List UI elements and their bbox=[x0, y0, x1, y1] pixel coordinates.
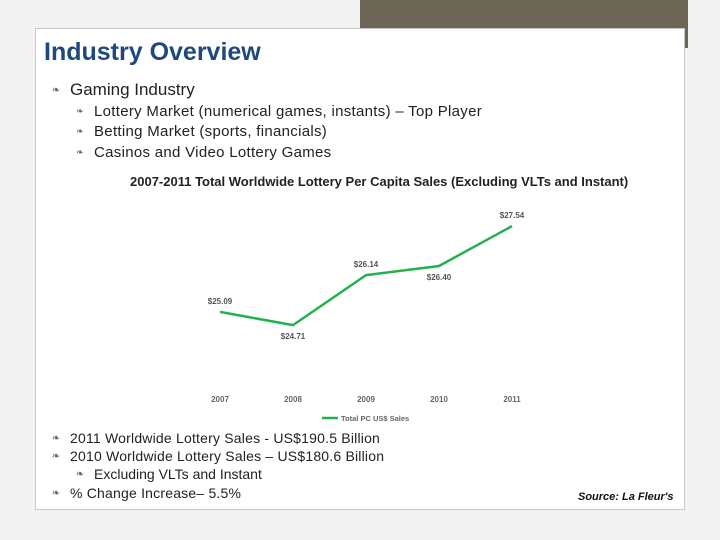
bullet-icon: ❧ bbox=[51, 487, 61, 499]
sub-bullet-text: Casinos and Video Lottery Games bbox=[94, 144, 332, 161]
series-line bbox=[219, 225, 513, 327]
bullet-icon: ❧ bbox=[76, 147, 84, 157]
sub-bullet-text: Lottery Market (numerical games, instant… bbox=[94, 103, 483, 120]
bullet-icon: ❧ bbox=[51, 432, 61, 444]
stat-text: % Change Increase– 5.5% bbox=[70, 485, 242, 501]
bullet-icon: ❧ bbox=[51, 84, 61, 96]
data-label: $27.54 bbox=[500, 211, 525, 220]
chart-title: 2007-2011 Total Worldwide Lottery Per Ca… bbox=[130, 174, 629, 189]
x-tick-label: 2009 bbox=[357, 395, 375, 404]
stat-text: 2010 Worldwide Lottery Sales – US$180.6 … bbox=[70, 448, 385, 464]
content-frame bbox=[35, 28, 685, 510]
sub-bullet: ❧ Betting Market (sports, financials) bbox=[74, 123, 327, 140]
main-bullet: ❧ Gaming Industry bbox=[50, 80, 195, 100]
x-tick-label: 2008 bbox=[284, 395, 302, 404]
stat-bullet: ❧ 2011 Worldwide Lottery Sales - US$190.… bbox=[50, 430, 380, 446]
data-label: $26.40 bbox=[427, 273, 452, 282]
slide-title: Industry Overview bbox=[44, 36, 277, 68]
source-note: Source: La Fleur's bbox=[578, 491, 674, 503]
x-tick-label: 2007 bbox=[211, 395, 229, 404]
legend-label: Total PC US$ Sales bbox=[341, 414, 409, 423]
bullet-icon: ❧ bbox=[75, 468, 85, 480]
stat-sub-bullet: ❧ Excluding VLTs and Instant bbox=[74, 466, 262, 482]
bullet-icon: ❧ bbox=[76, 126, 84, 136]
stat-text: Excluding VLTs and Instant bbox=[94, 466, 262, 482]
x-tick-label: 2010 bbox=[430, 395, 448, 404]
x-tick-label: 2011 bbox=[503, 395, 521, 404]
sub-bullet-text: Betting Market (sports, financials) bbox=[94, 123, 328, 140]
data-label: $26.14 bbox=[354, 260, 379, 269]
sub-bullet: ❧ Lottery Market (numerical games, insta… bbox=[74, 103, 482, 120]
sub-bullet: ❧ Casinos and Video Lottery Games bbox=[74, 144, 332, 161]
data-label: $24.71 bbox=[281, 332, 306, 341]
stat-bullet: ❧ 2010 Worldwide Lottery Sales – US$180.… bbox=[50, 448, 384, 464]
stat-text: 2011 Worldwide Lottery Sales - US$190.5 … bbox=[70, 430, 381, 446]
stat-bullet: ❧ % Change Increase– 5.5% bbox=[50, 485, 241, 501]
bullet-icon: ❧ bbox=[51, 450, 61, 462]
data-label: $25.09 bbox=[208, 297, 233, 306]
bullet-icon: ❧ bbox=[76, 106, 84, 116]
main-bullet-text: Gaming Industry bbox=[70, 80, 195, 99]
